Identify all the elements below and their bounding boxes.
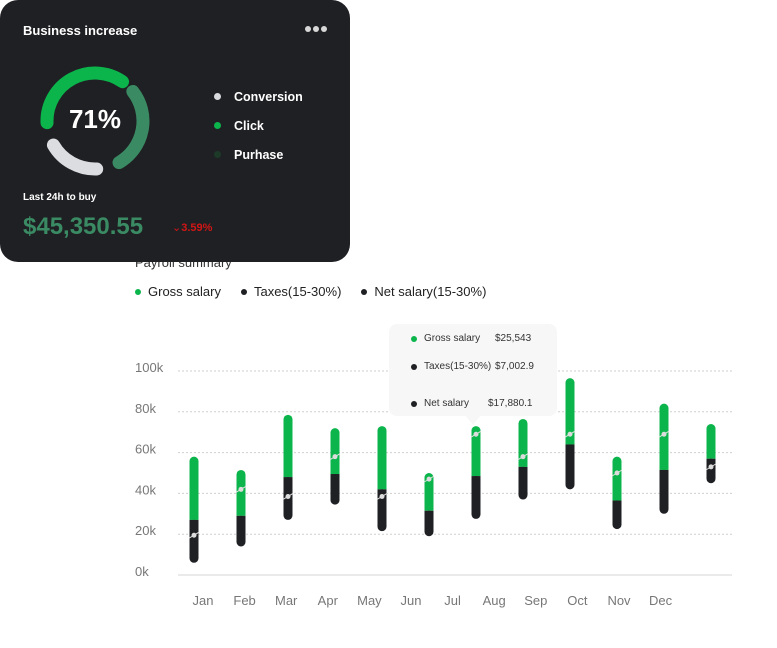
donut-legend: Conversion Click Purhase: [214, 82, 303, 169]
bar-taxes-fill: [236, 515, 246, 542]
tooltip-label: Taxes(15-30%): [424, 361, 492, 372]
net-salary-point: [614, 470, 620, 476]
chart-legend: Gross salary Taxes(15-30%) Net salary(15…: [135, 284, 486, 299]
legend-label: Taxes(15-30%): [253, 284, 342, 299]
y-tick-label: 80k: [135, 401, 156, 416]
legend-dot: [214, 122, 221, 129]
y-tick-label: 100k: [135, 360, 164, 375]
bar-gross-salary-fill: [330, 433, 340, 475]
bar-gross-salary-fill: [283, 419, 293, 478]
bar-gross-salary-fill: [565, 383, 575, 445]
more-horizontal-icon[interactable]: [305, 26, 327, 32]
card-title: Business increase: [23, 23, 138, 38]
net-salary-point: [520, 454, 526, 460]
tooltip-value: $7,002.9: [495, 361, 534, 372]
y-tick-label: 0k: [135, 564, 149, 579]
tooltip-row-gross: Gross salary $25,543: [411, 333, 531, 344]
tooltip-value: $17,880.1: [488, 398, 533, 409]
legend-dot: [214, 93, 221, 100]
bar-gross-salary-fill: [706, 429, 716, 459]
net-salary-point: [426, 476, 432, 482]
net-salary-point: [191, 532, 197, 538]
net-salary-point: [661, 431, 667, 437]
business-increase-card: Business increase 71% Conversion Click P…: [0, 0, 350, 262]
bar-taxes-fill: [377, 489, 387, 527]
x-tick-label: Jul: [444, 593, 461, 608]
tooltip-row-net: Net salary $17,880.1: [411, 398, 533, 409]
tooltip-value: $25,543: [495, 333, 532, 344]
bar-gross-salary-fill: [612, 461, 622, 501]
y-tick-label: 60k: [135, 442, 156, 457]
donut-segment-click: [40, 66, 130, 130]
legend-item-conversion: Conversion: [214, 82, 303, 111]
net-salary-point: [708, 464, 714, 470]
tooltip-dot: [411, 363, 417, 370]
y-tick-label: 20k: [135, 523, 156, 538]
net-salary-point: [332, 454, 338, 460]
bar-taxes-fill: [424, 510, 434, 532]
bar-gross-salary-fill: [424, 478, 434, 511]
bar-taxes-fill: [612, 500, 622, 525]
legend-item-net[interactable]: Net salary(15-30%): [361, 284, 486, 299]
bar-gross-salary-fill: [236, 474, 246, 516]
bar-gross-salary-fill: [471, 431, 481, 477]
chevron-down-icon: ⌄: [172, 222, 182, 234]
legend-dot: [361, 288, 368, 295]
legend-label: Purhase: [234, 147, 284, 162]
bar-taxes-fill: [471, 476, 481, 514]
legend-item-gross[interactable]: Gross salary: [135, 284, 221, 299]
tooltip-dot: [411, 335, 417, 342]
x-tick-label: Jun: [401, 593, 422, 608]
net-salary-point: [285, 493, 291, 499]
tooltip-label: Gross salary: [424, 333, 481, 344]
legend-label: Conversion: [234, 89, 303, 104]
change-indicator: ⌄3.59%: [172, 221, 212, 234]
donut-percent: 71%: [68, 104, 122, 134]
change-value: 3.59%: [181, 222, 213, 234]
bar-taxes-fill: [659, 469, 669, 509]
bar-gross-salary-fill: [659, 408, 669, 470]
donut-segment-purchase: [112, 84, 150, 170]
legend-item-taxes[interactable]: Taxes(15-30%): [240, 284, 342, 299]
x-tick-label: Sep: [524, 593, 547, 608]
bar-gross-salary-fill: [518, 423, 528, 467]
legend-item-purchase: Purhase: [214, 140, 303, 169]
x-tick-label: May: [357, 593, 382, 608]
bar-gross-salary-fill: [189, 461, 199, 520]
legend-label: Net salary(15-30%): [374, 284, 487, 299]
last-24h-label: Last 24h to buy: [23, 192, 97, 203]
chart-tooltip: Gross salary $25,543 Taxes(15-30%) $7,002.…: [389, 324, 557, 416]
net-salary-point: [238, 486, 244, 492]
tooltip-label: Net salary: [424, 398, 470, 409]
y-tick-label: 40k: [135, 482, 156, 497]
legend-dot: [240, 288, 247, 295]
tooltip-dot: [411, 400, 417, 407]
legend-dot: [135, 288, 141, 295]
net-salary-point: [567, 431, 573, 437]
legend-item-click: Click: [214, 111, 303, 140]
x-tick-label: Mar: [275, 593, 298, 608]
x-tick-label: Oct: [567, 593, 588, 608]
donut-segment-conversion: [46, 138, 104, 176]
legend-dot: [214, 151, 221, 158]
legend-label: Gross salary: [148, 284, 221, 299]
donut-chart: [40, 66, 150, 176]
x-tick-label: Aug: [483, 593, 506, 608]
bar-taxes-fill: [330, 474, 340, 500]
net-salary-point: [379, 493, 385, 499]
x-tick-label: Feb: [233, 593, 255, 608]
tooltip-row-taxes: Taxes(15-30%) $7,002.9: [411, 361, 534, 372]
legend-label: Click: [234, 118, 264, 133]
x-tick-label: Dec: [649, 593, 673, 608]
x-tick-label: Nov: [607, 593, 631, 608]
bar-taxes-fill: [189, 519, 199, 558]
net-salary-point: [473, 431, 479, 437]
bar-taxes-fill: [518, 466, 528, 495]
bar-taxes-fill: [565, 444, 575, 485]
x-tick-label: Jan: [193, 593, 214, 608]
tooltip-pointer: [465, 415, 481, 425]
amount-value: $45,350.55: [23, 213, 144, 240]
bar-gross-salary-fill: [377, 431, 387, 490]
x-tick-label: Apr: [318, 593, 339, 608]
